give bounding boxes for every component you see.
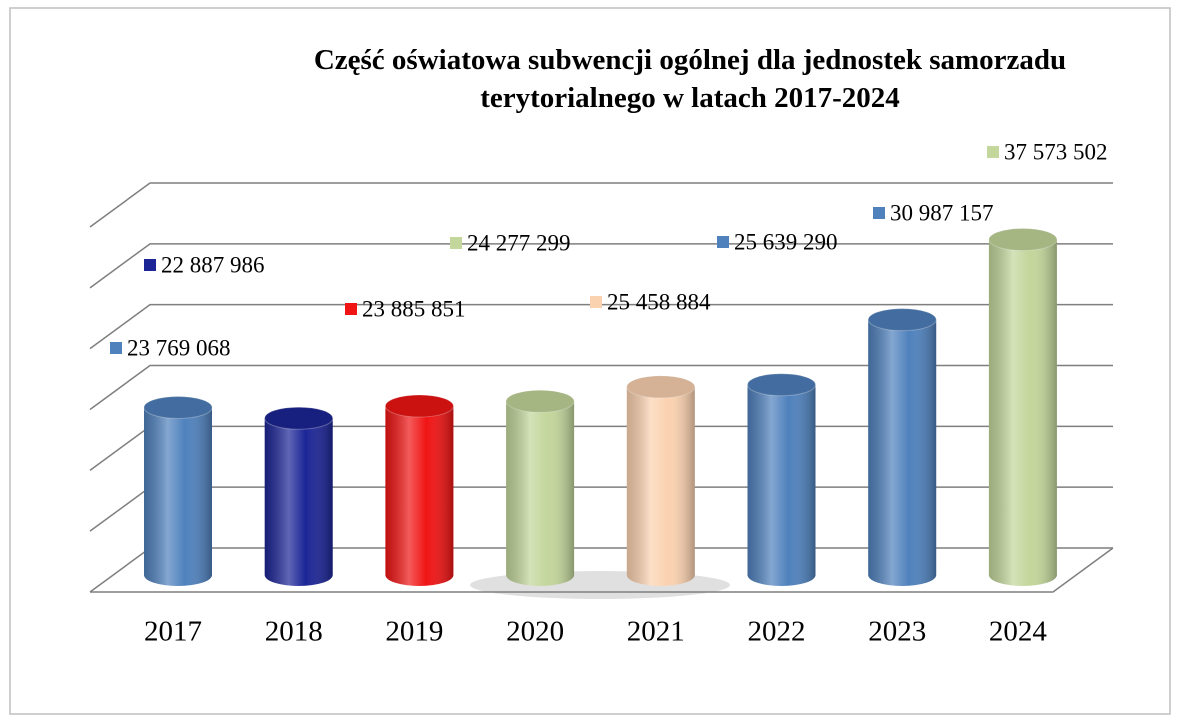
data-label: 37 573 502 — [1004, 139, 1108, 164]
cylinder-shade — [385, 406, 454, 586]
cylinder-top — [264, 406, 334, 430]
chart-title: Część oświatowa subwencji ogólnej dla je… — [314, 44, 1066, 114]
label-swatch — [345, 303, 357, 315]
label-swatch — [144, 259, 156, 271]
label-swatch — [450, 237, 462, 249]
x-tick-label: 2021 — [627, 616, 685, 648]
x-tick-label: 2019 — [385, 616, 443, 648]
data-label: 22 887 986 — [161, 252, 265, 277]
cylinder — [988, 228, 1058, 586]
grid-line — [89, 303, 1113, 350]
data-label: 24 277 299 — [467, 230, 571, 255]
grid-line — [89, 364, 1113, 411]
cylinder-top — [626, 375, 696, 399]
cylinder — [505, 389, 575, 586]
cylinder-top-shade — [264, 407, 333, 430]
data-label: 23 769 068 — [127, 335, 231, 360]
x-tick-label: 2018 — [265, 616, 323, 648]
cylinder-top — [384, 394, 454, 418]
grid-line — [89, 243, 1113, 289]
data-label: 30 987 157 — [890, 200, 994, 225]
cylinder-top-shade — [385, 395, 454, 418]
cylinder-top — [867, 308, 937, 332]
cylinder-top-shade — [626, 375, 695, 398]
cylinder-top-shade — [868, 308, 937, 331]
label-swatch — [110, 342, 122, 354]
label-swatch — [590, 296, 602, 308]
cylinder-shade — [506, 401, 575, 586]
data-label: 25 458 884 — [607, 289, 711, 314]
x-tick-label: 2020 — [506, 616, 564, 648]
cylinder-shade — [747, 384, 816, 586]
cylinder-top-shade — [747, 373, 816, 396]
label-swatch — [987, 146, 999, 158]
floor — [90, 547, 1114, 593]
cylinder-top — [747, 373, 816, 397]
label-swatch — [717, 236, 729, 248]
x-tick-label: 2017 — [144, 616, 202, 648]
cylinder-shade — [626, 386, 695, 586]
label-swatch — [873, 207, 885, 219]
grid-line — [89, 182, 1113, 228]
cylinder-top — [505, 389, 575, 413]
cylinder — [626, 375, 696, 586]
cylinder-shade — [264, 418, 333, 586]
cylinder — [867, 308, 937, 586]
x-tick-label: 2024 — [989, 616, 1048, 648]
cylinder-top-shade — [144, 396, 212, 419]
cylinder — [747, 373, 816, 586]
cylinder — [143, 395, 213, 586]
cylinder-top — [143, 395, 213, 419]
cylinder — [384, 394, 454, 586]
cylinder-shade — [144, 407, 212, 586]
cylinder — [264, 406, 334, 586]
x-tick-label: 2023 — [868, 616, 926, 648]
x-tick-label: 2022 — [748, 616, 806, 648]
cylinder-top-shade — [988, 228, 1057, 251]
cylinder-shade — [868, 319, 937, 586]
cylinder-top-shade — [506, 390, 575, 413]
cylinder-shade — [988, 239, 1057, 586]
data-label: 23 885 851 — [362, 296, 466, 321]
cylinder-top — [988, 228, 1058, 252]
chart-frame — [9, 7, 1171, 715]
data-label: 25 639 290 — [734, 229, 838, 254]
